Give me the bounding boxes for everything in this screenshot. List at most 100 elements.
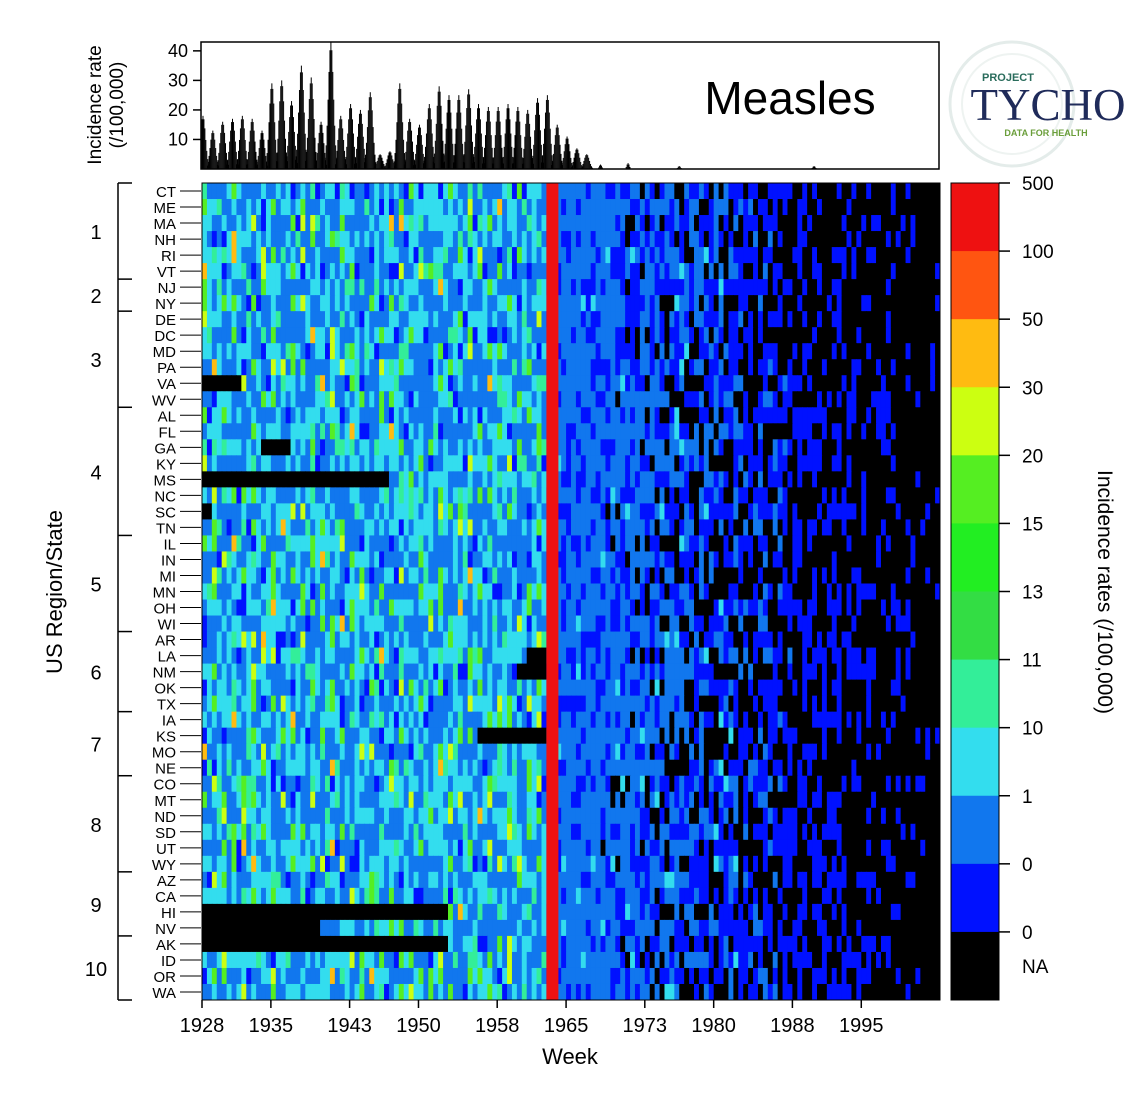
heatmap-cell (364, 551, 370, 569)
heatmap-cell (349, 599, 356, 617)
heatmap-cell (910, 183, 916, 200)
heatmap-cell (438, 263, 444, 280)
season-peak (442, 95, 456, 169)
heatmap-cell (880, 391, 887, 408)
heatmap-cell (802, 439, 808, 456)
heatmap-cell (930, 247, 936, 264)
heatmap-cell (743, 455, 749, 472)
heatmap-cell (708, 407, 715, 424)
heatmap-cell (511, 487, 518, 504)
heatmap-cell (502, 183, 508, 200)
heatmap-cell (900, 359, 907, 376)
heatmap-cell (384, 215, 390, 232)
heatmap-cell (925, 279, 931, 296)
heatmap-cell (841, 295, 848, 312)
heatmap-cell (310, 407, 316, 424)
heatmap-cell (457, 583, 464, 601)
heatmap-cell (718, 263, 725, 280)
heatmap-cell (649, 599, 656, 617)
heatmap-cell (802, 327, 808, 344)
heatmap-cell (221, 551, 228, 569)
heatmap-cell (831, 407, 838, 424)
heatmap-cell (408, 551, 415, 569)
heatmap-cell (915, 359, 921, 376)
heatmap-cell (846, 391, 853, 408)
heatmap-cell (482, 503, 488, 521)
heatmap-cell (762, 439, 769, 456)
heatmap-cell (497, 359, 503, 376)
heatmap-cell (753, 247, 759, 264)
heatmap-cell (836, 327, 843, 344)
heatmap-cell (536, 311, 543, 328)
heatmap-cell (251, 567, 257, 585)
heatmap-cell (871, 407, 877, 424)
heatmap-cell (876, 391, 882, 408)
heatmap-cell (802, 471, 808, 488)
heatmap-cell (305, 231, 311, 248)
heatmap-cell (310, 631, 316, 649)
heatmap-cell (738, 199, 744, 216)
heatmap-cell (423, 295, 429, 312)
heatmap-cell (536, 551, 543, 569)
heatmap-cell (585, 327, 592, 344)
heatmap-cell (521, 423, 528, 440)
heatmap-cell (644, 199, 651, 216)
heatmap-cell (935, 455, 940, 472)
heatmap-cell (418, 487, 424, 504)
heatmap-cell (743, 567, 749, 585)
heatmap-cell (585, 631, 592, 649)
heatmap-cell (393, 535, 400, 553)
heatmap-cell (826, 615, 833, 633)
heatmap-cell (344, 375, 351, 392)
heatmap-cell (507, 343, 513, 360)
heatmap-cell (438, 487, 444, 504)
heatmap-cell (226, 311, 233, 328)
heatmap-cell (723, 391, 730, 408)
heatmap-cell (762, 503, 769, 521)
heatmap-cell (777, 519, 784, 537)
heatmap-cell (920, 375, 926, 392)
heatmap-cell (211, 263, 218, 280)
heatmap-cell (507, 551, 513, 569)
heatmap-cell (812, 215, 818, 232)
heatmap-cell (694, 375, 700, 392)
heatmap-cell (733, 519, 739, 537)
heatmap-cell (482, 375, 488, 392)
heatmap-cell (536, 263, 543, 280)
heatmap-cell (856, 183, 862, 200)
heatmap-cell (418, 535, 424, 553)
heatmap-cell (669, 535, 675, 553)
heatmap-cell (531, 343, 538, 360)
heatmap-cell (344, 631, 351, 649)
heatmap-cell (329, 423, 336, 440)
heatmap-cell (502, 391, 508, 408)
heatmap-cell (403, 599, 410, 617)
heatmap-cell (910, 503, 916, 521)
heatmap-cell (580, 327, 587, 344)
heatmap-cell (211, 535, 218, 553)
heatmap-cell (246, 327, 252, 344)
heatmap-cell (738, 519, 744, 537)
heatmap-cell (285, 423, 292, 440)
heatmap-cell (354, 215, 361, 232)
heatmap-cell (206, 263, 213, 280)
heatmap-cell (571, 359, 577, 376)
heatmap-cell (615, 263, 621, 280)
heatmap-cell (216, 311, 223, 328)
heatmap-cell (202, 199, 208, 216)
heatmap-cell (600, 199, 607, 216)
heatmap-cell (585, 407, 592, 424)
heatmap-cell (536, 567, 543, 585)
heatmap-cell (772, 439, 779, 456)
heatmap-cell (885, 327, 892, 344)
heatmap-cell (511, 231, 518, 248)
heatmap-cell (329, 359, 336, 376)
heatmap-cell (738, 535, 744, 553)
heatmap-cell (403, 279, 410, 296)
heatmap-cell (782, 535, 789, 553)
heatmap-cell (694, 343, 700, 360)
heatmap-cell (713, 423, 720, 440)
heatmap-cell (866, 503, 872, 521)
heatmap-cell (817, 231, 823, 248)
heatmap-cell (290, 247, 297, 264)
